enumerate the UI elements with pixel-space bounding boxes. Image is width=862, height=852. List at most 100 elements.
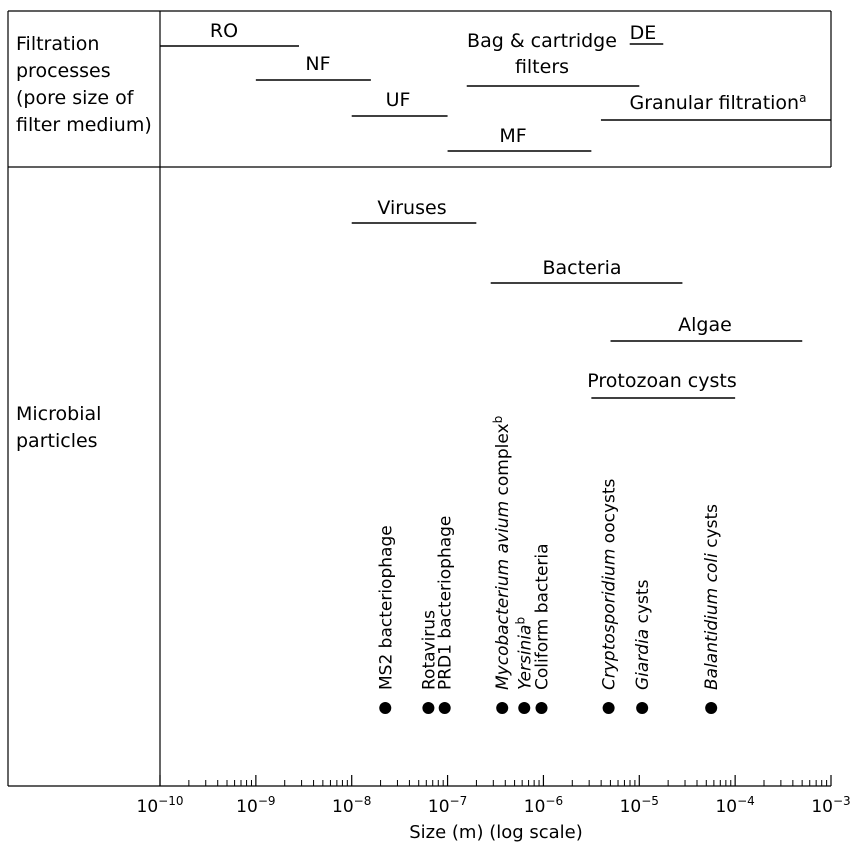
organism-dot (422, 702, 435, 714)
process-ro: RO (160, 20, 299, 47)
tick-label-exponent: −8 (354, 794, 372, 808)
filtration-label-line-4: filter medium) (16, 114, 152, 136)
process-mf-label-text: MF (499, 125, 526, 147)
tick-label: 10−3 (811, 794, 850, 817)
organism-item: PRD1 bacteriophage (436, 516, 456, 714)
organism-label-part: Cryptosporidium (600, 549, 620, 690)
group-viruses-label: Viruses (377, 197, 446, 219)
filtration-label-line-2: processes (16, 60, 111, 82)
process-de: DE (630, 22, 664, 45)
organism-label: Balantidium coli cysts (702, 504, 722, 690)
organism-label: Mycobacterium avium complexb (491, 416, 513, 690)
process-nf-label-text: NF (305, 53, 330, 75)
group-protozoan-cysts-label-text: Protozoan cysts (587, 370, 736, 392)
process-bag-cartridge-label: Bag & cartridge filters (467, 30, 617, 78)
organism-label: Yersiniab (513, 617, 535, 690)
organism-label: Rotavirus (419, 610, 439, 690)
organism-item: Mycobacterium avium complexb (491, 416, 513, 714)
group-algae-label-text: Algae (678, 314, 732, 336)
organism-label-part: Rotavirus (419, 610, 439, 690)
tick-label: 10−7 (428, 794, 467, 817)
organism-label-part: Balantidium coli (702, 553, 722, 690)
organism-label-part: Giardia (633, 629, 653, 690)
organism-label-part: cysts (633, 579, 653, 628)
process-nf-label: NF (305, 53, 330, 75)
organism-label-part: MS2 bacteriophage (376, 525, 396, 690)
organism-label-part: b (491, 416, 505, 424)
group-protozoan-cysts: Protozoan cysts (587, 370, 737, 399)
tick-label-exponent: −6 (545, 794, 563, 808)
organism-item: Cryptosporidium oocysts (600, 478, 620, 714)
process-mf: MF (447, 125, 592, 152)
process-granular-label-text: Granular filtration (630, 92, 800, 114)
process-mf-label: MF (499, 125, 526, 147)
organism-item: Giardia cysts (633, 579, 653, 714)
process-granular: Granular filtrationa (600, 91, 831, 121)
organism-label-part: Mycobacterium avium (493, 501, 513, 690)
tick-label-base: 10 (332, 797, 354, 817)
process-de-label-text: DE (630, 22, 657, 44)
tick-label-base: 10 (428, 797, 450, 817)
organism-label: Coliform bacteria (533, 543, 553, 690)
process-uf-label: UF (386, 89, 411, 111)
process-granular-label: Granular filtrationa (630, 91, 807, 114)
organism-dot (496, 702, 509, 714)
organism-label-part: Coliform bacteria (533, 543, 553, 690)
filtration-label-line-1: Filtration (16, 33, 99, 55)
group-bacteria-label-text: Bacteria (543, 257, 622, 279)
process-bag-cartridge: Bag & cartridge filters (466, 30, 640, 87)
organism-item: Rotavirus (419, 610, 439, 714)
organism-dot (602, 702, 615, 714)
tick-label: 10−10 (137, 794, 184, 817)
process-ro-label: RO (210, 20, 238, 42)
microbial-label-line-2: particles (16, 430, 98, 452)
process-uf: UF (351, 89, 448, 117)
group-protozoan-cysts-label: Protozoan cysts (587, 370, 736, 392)
tick-label-base: 10 (811, 797, 833, 817)
group-algae-label: Algae (678, 314, 732, 336)
organism-label-part: oocysts (600, 478, 620, 548)
tick-label-exponent: −5 (641, 794, 659, 808)
process-ro-label-text: RO (210, 20, 238, 42)
x-axis: 10−10 10−9 10−8 10−7 10−6 10−5 10−4 10−3 (137, 775, 851, 817)
process-de-label: DE (630, 22, 657, 44)
organism-label-part: PRD1 bacteriophage (436, 516, 456, 690)
filtration-processes: RO NF UF MF DE Bag & cartridge filters Granular… (160, 20, 831, 152)
process-bag-cartridge-label-line: filters (515, 56, 569, 78)
organism-dot (636, 702, 649, 714)
group-bacteria: Bacteria (490, 257, 683, 284)
group-bacteria-label: Bacteria (543, 257, 622, 279)
diagram-frame (7, 10, 832, 787)
organism-dot (379, 702, 392, 714)
organism-label-part: cysts (702, 504, 722, 553)
organism-item: Coliform bacteria (533, 543, 553, 714)
process-nf: NF (255, 53, 371, 81)
process-uf-label-text: UF (386, 89, 411, 111)
organism-label: Giardia cysts (633, 579, 653, 690)
tick-label: 10−4 (715, 794, 754, 817)
organism-dot (705, 702, 718, 714)
organism-label-part: complex (493, 423, 513, 500)
organism-item: Yersiniab (513, 617, 535, 714)
organism-dot (438, 702, 451, 714)
microbial-groups: Viruses Bacteria Algae Protozoan cysts (351, 197, 803, 399)
x-axis-title: Size (m) (log scale) (409, 822, 583, 843)
organism-label-part: Yersinia (515, 625, 535, 690)
microbial-label-line-1: Microbial (16, 403, 101, 425)
tick-label-base: 10 (620, 797, 642, 817)
tick-label-base: 10 (524, 797, 546, 817)
organism-item: MS2 bacteriophage (376, 525, 396, 714)
organism-label: Cryptosporidium oocysts (600, 478, 620, 690)
process-granular-label-sup: a (799, 91, 806, 105)
tick-label-base: 10 (715, 797, 737, 817)
tick-label: 10−5 (620, 794, 659, 817)
tick-label-exponent: −10 (158, 794, 183, 808)
filtration-label-line-3: (pore size of (16, 87, 135, 109)
group-viruses: Viruses (351, 197, 477, 224)
tick-label: 10−8 (332, 794, 371, 817)
organism-label: PRD1 bacteriophage (436, 516, 456, 690)
tick-label-exponent: −3 (833, 794, 851, 808)
tick-label: 10−6 (524, 794, 563, 817)
